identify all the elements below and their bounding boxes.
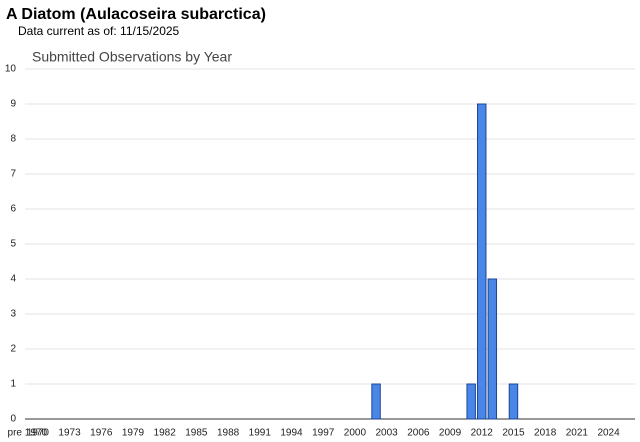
- x-tick-label: 2009: [439, 428, 462, 439]
- y-tick-label: 5: [10, 239, 16, 250]
- page-title: A Diatom (Aulacoseira subarctica): [6, 6, 266, 23]
- y-tick-label: 9: [10, 99, 16, 110]
- bar: [371, 383, 381, 420]
- x-tick-label: 1988: [217, 428, 240, 439]
- x-tick-label: 1997: [312, 428, 335, 439]
- y-tick-label: 4: [10, 274, 16, 285]
- x-tick-label: 1991: [249, 428, 272, 439]
- data-date: Data current as of: 11/15/2025: [18, 24, 180, 38]
- x-tick-label: 2006: [407, 428, 430, 439]
- x-tick-label: 1985: [185, 428, 208, 439]
- x-tick-label: 2018: [534, 428, 557, 439]
- bar: [487, 278, 498, 420]
- y-tick-label: 10: [5, 64, 17, 75]
- x-tick-label: 2003: [376, 428, 399, 439]
- y-tick-label: 2: [10, 344, 16, 355]
- x-tick-label: 1979: [122, 428, 145, 439]
- bar: [466, 383, 476, 420]
- bar: [508, 383, 519, 420]
- y-tick-label: 8: [10, 134, 16, 145]
- x-tick-label: 2000: [344, 428, 367, 439]
- x-tick-label: 2012: [471, 428, 494, 439]
- x-tick-label: 1982: [154, 428, 177, 439]
- x-tick-label: pre 1970: [8, 428, 48, 439]
- y-tick-label: 3: [10, 309, 16, 320]
- x-tick-label: 1970: [27, 428, 50, 439]
- y-tick-label: 6: [10, 204, 16, 215]
- x-tick-label: 2021: [566, 428, 589, 439]
- x-tick-label: 2024: [597, 428, 620, 439]
- x-tick-label: 1994: [280, 428, 303, 439]
- y-tick-label: 7: [10, 169, 16, 180]
- chart-title: Submitted Observations by Year: [32, 49, 232, 65]
- y-tick-label: 0: [10, 414, 16, 425]
- x-tick-label: 2015: [502, 428, 525, 439]
- x-tick-label: 1973: [58, 428, 81, 439]
- x-tick-label: 1976: [90, 428, 113, 439]
- bar: [477, 103, 487, 420]
- y-tick-label: 1: [10, 379, 16, 390]
